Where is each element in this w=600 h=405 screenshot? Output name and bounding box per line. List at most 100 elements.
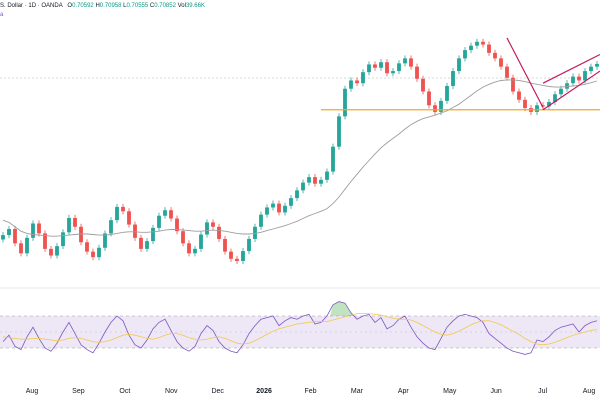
low-value: 0.70555 [126, 3, 149, 9]
candle-body [283, 205, 287, 213]
time-axis: Aug Sep Oct Nov Dec 2026 Feb Mar Apr May Jun Jul Aug [0, 287, 600, 395]
candle-body [73, 217, 77, 227]
candle-body [385, 62, 389, 74]
channel-lower-line [542, 70, 600, 111]
rsi-overbought-fill [330, 301, 354, 316]
candle-body [517, 91, 521, 100]
candle-body [43, 233, 47, 249]
time-axis-tick-label: Jul [538, 388, 547, 395]
candle-body [307, 177, 311, 183]
candle-body [325, 171, 329, 180]
candle-body [163, 210, 167, 216]
candle-body [205, 222, 209, 235]
candle-body [199, 234, 203, 249]
candle-body [241, 251, 245, 262]
candle-body [361, 72, 365, 84]
candle-body [49, 248, 53, 256]
candle-body [499, 58, 503, 67]
high-value: 0.70958 [99, 3, 122, 9]
source-label: OANDA [41, 3, 63, 9]
candle-body [103, 233, 107, 248]
candle-body [487, 44, 491, 53]
time-axis-tick-label: Dec [211, 388, 224, 395]
candle-body [145, 241, 149, 249]
time-axis-tick-label: Nov [165, 388, 178, 395]
candle-body [19, 243, 23, 254]
candle-body [247, 238, 251, 252]
low-label: L [123, 3, 127, 9]
candle-body [355, 80, 359, 84]
candle-body [61, 232, 65, 247]
candle-body [553, 94, 557, 102]
candle-body [445, 85, 449, 101]
candle-body [175, 218, 179, 232]
candle-body [469, 45, 473, 51]
candle-body [259, 214, 263, 227]
candle-body [571, 76, 575, 84]
candle-body [337, 116, 341, 147]
rsi-line [2, 301, 598, 355]
candle-body [595, 63, 599, 67]
candle-body [463, 50, 467, 59]
high-label: H [95, 3, 100, 9]
open-value: 0.70592 [72, 3, 94, 9]
candle-body [481, 41, 485, 45]
candle-body [7, 228, 11, 236]
interval-label[interactable]: 1D [28, 3, 37, 9]
candle-body [121, 206, 125, 212]
time-axis-tick-label: Apr [398, 388, 410, 395]
candle-body [535, 105, 539, 112]
candle-body [379, 62, 383, 68]
candle-body [1, 235, 5, 240]
close-value: 0.70852 [154, 3, 176, 9]
candle-body [229, 251, 233, 259]
candle-body [349, 80, 353, 89]
candle-body [85, 242, 89, 252]
candle-body [217, 226, 221, 239]
candle-body [133, 224, 137, 238]
candle-body [367, 64, 371, 73]
time-axis-tick-label: Feb [304, 388, 316, 395]
candle-body [523, 99, 527, 109]
candle-body [313, 177, 317, 184]
candle-body [109, 220, 113, 234]
candle-body [187, 243, 191, 254]
candle-body [331, 146, 335, 172]
candle-body [409, 58, 413, 67]
time-axis-tick-label: Sep [72, 388, 85, 395]
time-axis-tick-label: Mar [351, 388, 364, 395]
candle-body [295, 190, 299, 199]
candle-body [475, 41, 479, 46]
candle-body [457, 58, 461, 72]
volume-label: Vol [177, 3, 186, 9]
candle-body [193, 248, 197, 254]
candle-body [115, 206, 119, 221]
candle-body [25, 237, 29, 254]
moving-average-line [2, 79, 598, 237]
candle-body [13, 228, 17, 244]
time-axis-tick-label: Aug [583, 388, 596, 395]
candle-body [505, 66, 509, 78]
candle-body [319, 179, 323, 184]
candle-body [589, 66, 593, 72]
price-pane [0, 37, 600, 265]
moving-average-label: a [0, 12, 4, 18]
candle-body [397, 63, 401, 72]
candle-body [577, 76, 581, 81]
candle-body [139, 237, 143, 249]
time-axis-tick-label: 2026 [256, 388, 272, 395]
close-label: C [149, 3, 155, 9]
time-axis-tick-label: Jun [491, 388, 502, 395]
candle-body [157, 215, 161, 228]
candle-body [403, 58, 407, 64]
candle-body [541, 105, 545, 107]
candle-body [289, 198, 293, 206]
candle-body [343, 88, 347, 117]
candle-body [451, 71, 455, 86]
candle-body [373, 64, 377, 68]
candle-body [265, 207, 269, 215]
candle-body [415, 66, 419, 79]
candle-body [559, 88, 563, 95]
